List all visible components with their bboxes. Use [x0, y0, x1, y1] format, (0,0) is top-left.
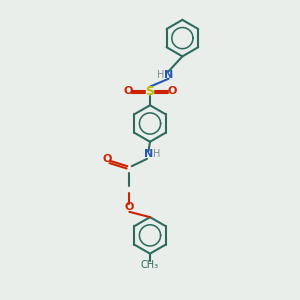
- Text: O: O: [103, 154, 112, 164]
- Text: H: H: [157, 70, 165, 80]
- Text: O: O: [123, 86, 133, 96]
- Text: S: S: [146, 85, 154, 98]
- Text: O: O: [167, 86, 177, 96]
- Text: CH₃: CH₃: [141, 260, 159, 270]
- Text: N: N: [144, 149, 153, 159]
- Text: H: H: [153, 149, 160, 159]
- Text: N: N: [164, 70, 173, 80]
- Text: O: O: [125, 202, 134, 212]
